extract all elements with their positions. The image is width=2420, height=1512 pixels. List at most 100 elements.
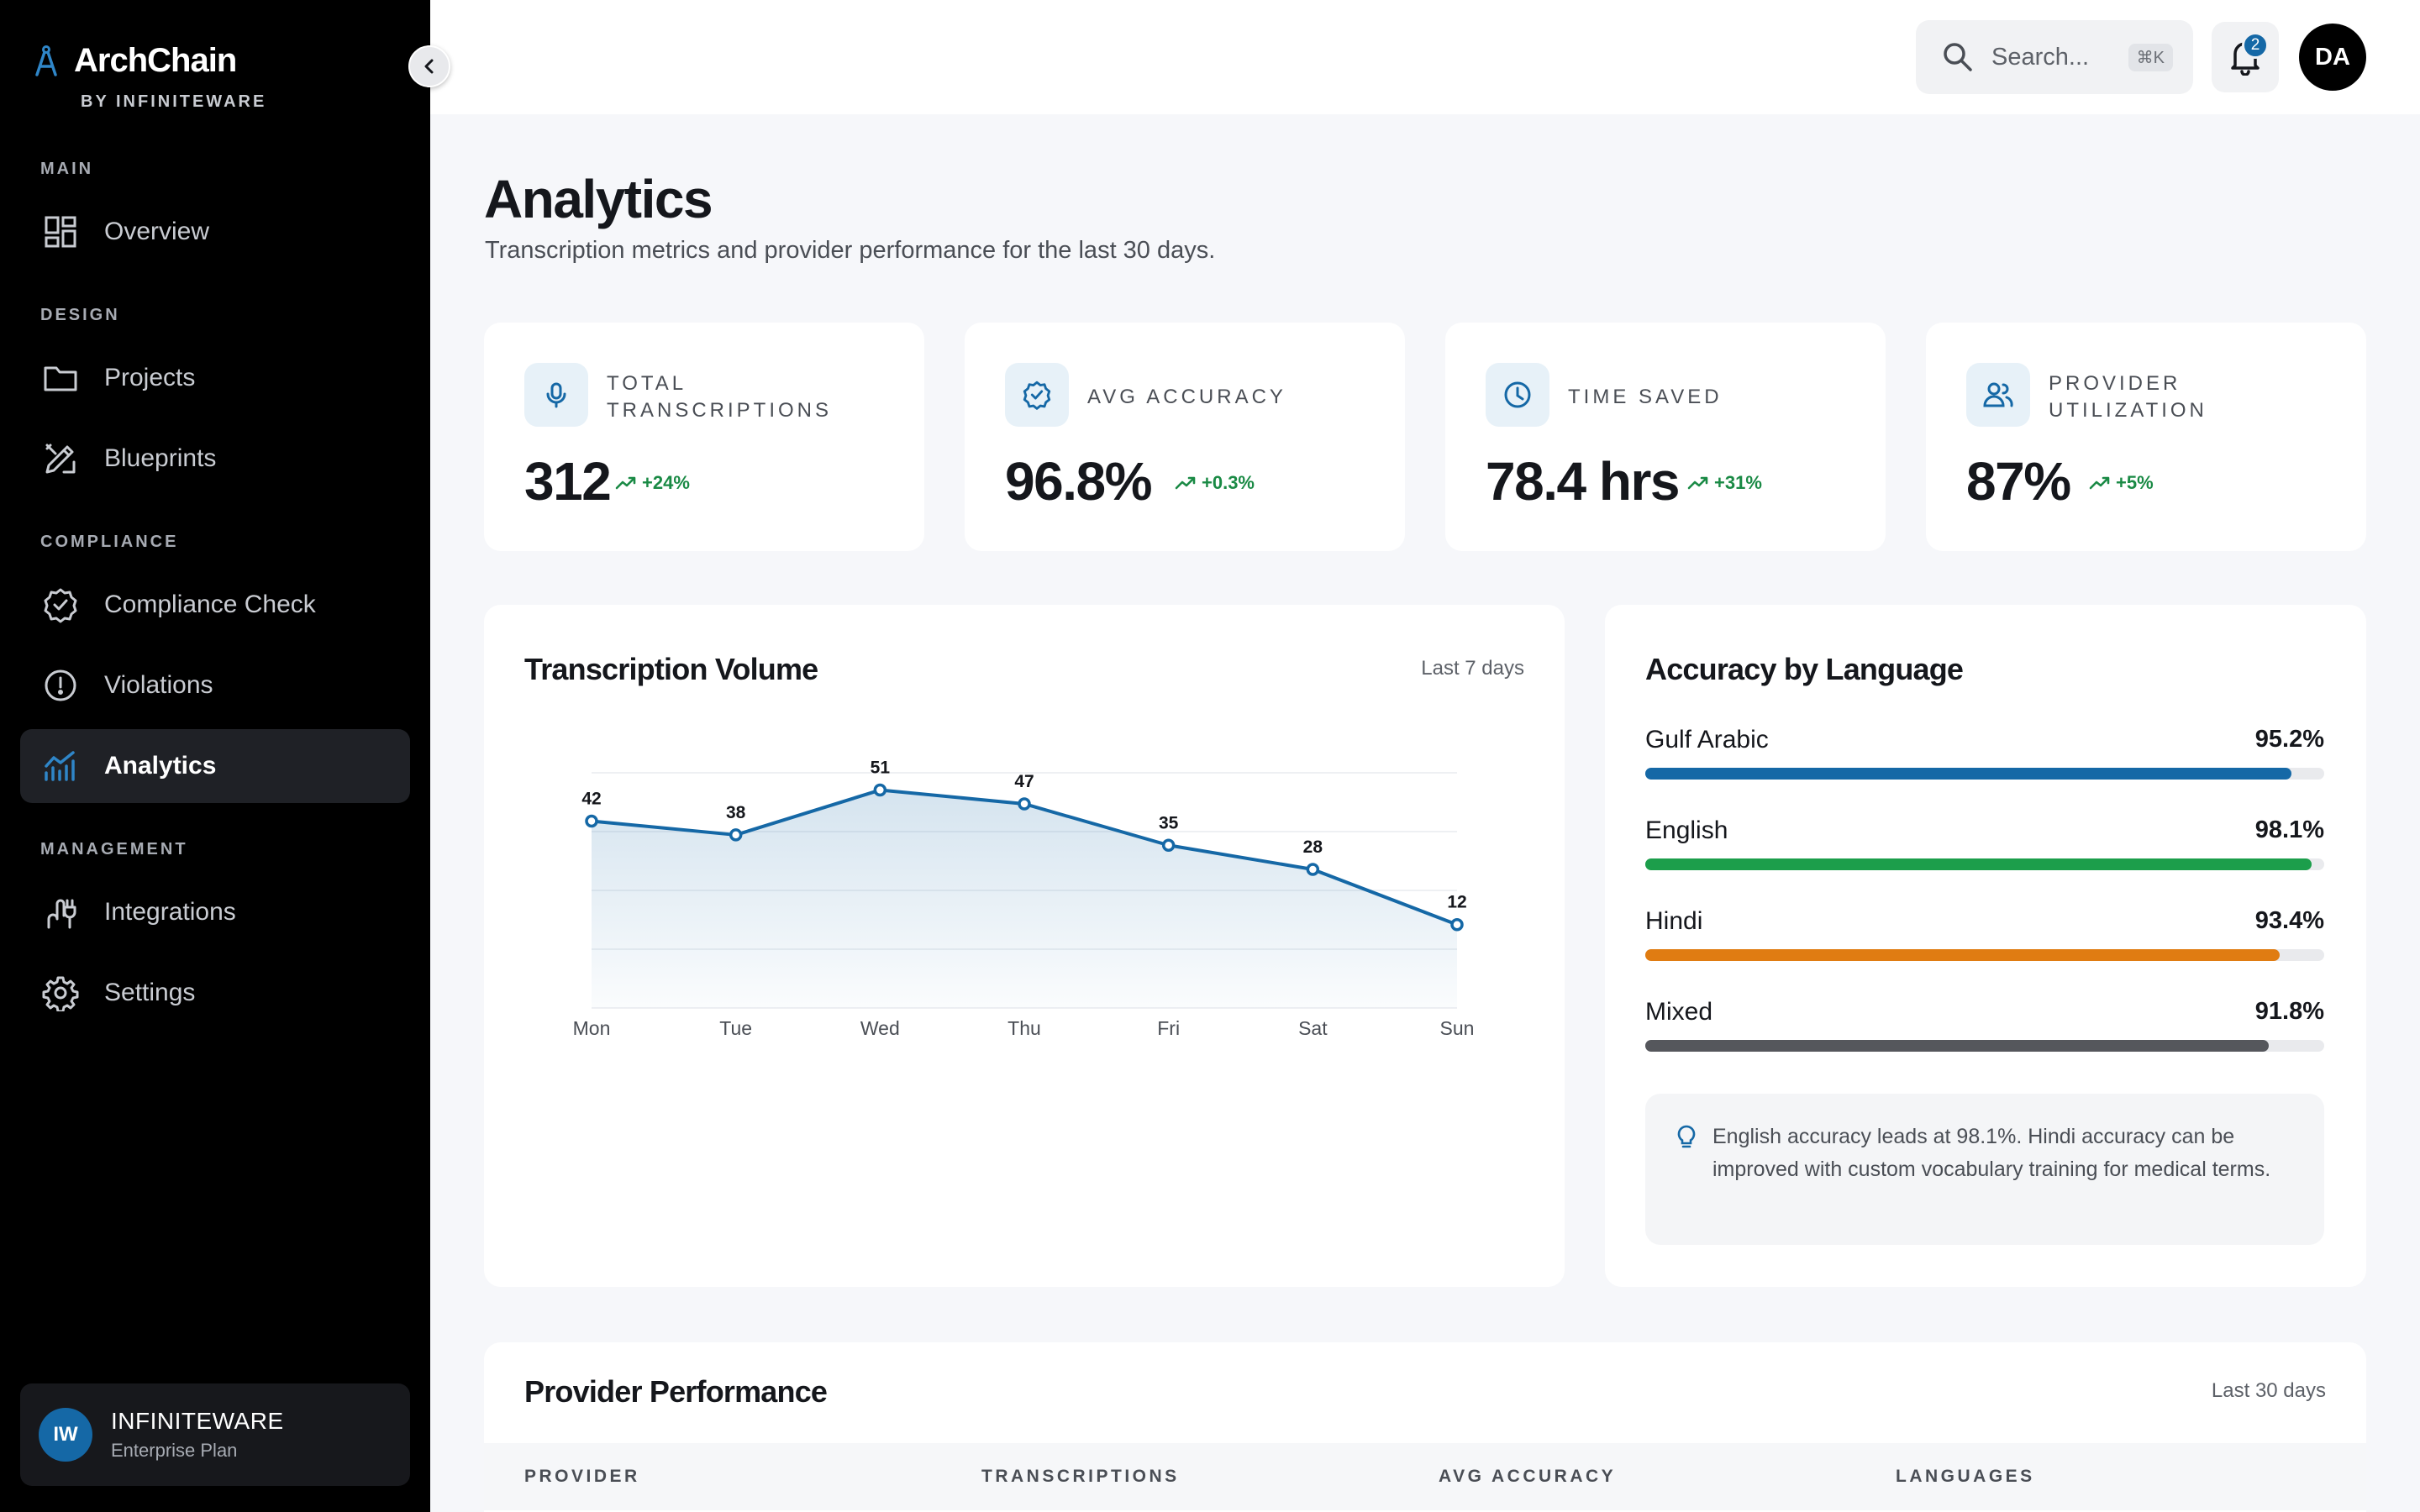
badge-check-icon <box>1023 381 1051 410</box>
sidebar-item-label: Compliance Check <box>104 591 316 618</box>
compass-logo-icon <box>35 45 57 76</box>
column-header-avg-accuracy[interactable]: AVG ACCURACY <box>1439 1467 1617 1486</box>
user-avatar[interactable]: DA <box>2299 24 2366 91</box>
nav-section-management: MANAGEMENT <box>40 840 188 858</box>
data-label: 47 <box>1014 772 1034 791</box>
sidebar-item-integrations[interactable]: Integrations <box>20 875 410 949</box>
chart-icon <box>45 751 75 781</box>
users-icon <box>1983 382 2013 407</box>
panel-title: Accuracy by Language <box>1645 652 1964 686</box>
kpi-label: AVG ACCURACY <box>1087 386 1286 408</box>
kpi-icon-box <box>1005 363 1069 427</box>
kpi-delta-value: +0.3% <box>1202 472 1255 493</box>
transcription-volume-panel: Transcription Volume Last 7 days 42 38 51 4… <box>484 605 1565 1287</box>
kpi-icon-box <box>1966 363 2030 427</box>
x-tick-label: Sat <box>1298 1017 1328 1039</box>
sidebar-item-compliance-check[interactable]: Compliance Check <box>20 568 410 642</box>
data-point[interactable] <box>1306 863 1320 876</box>
kpi-card-total-transcriptions: TOTAL TRANSCRIPTIONS 312 +24% <box>484 323 924 551</box>
panel-title: Provider Performance <box>524 1374 828 1409</box>
sidebar-item-settings[interactable]: Settings <box>20 956 410 1030</box>
accuracy-bar-track <box>1645 768 2324 780</box>
accuracy-bar-fill <box>1645 1040 2269 1052</box>
nav-section-design: DESIGN <box>40 306 120 324</box>
kpi-delta: +5% <box>2089 472 2154 494</box>
data-point[interactable] <box>873 783 887 797</box>
kpi-delta: +24% <box>615 472 690 494</box>
sidebar-item-blueprints[interactable]: Blueprints <box>20 422 410 496</box>
brand[interactable]: ArchChain <box>34 42 237 80</box>
x-tick-label: Wed <box>860 1017 900 1039</box>
column-header-provider[interactable]: PROVIDER <box>524 1467 640 1486</box>
sidebar-item-label: Overview <box>104 218 210 245</box>
data-label: 35 <box>1159 813 1179 832</box>
app-name: ArchChain <box>74 42 237 79</box>
language-name: English <box>1645 816 1728 844</box>
language-pct: 93.4% <box>2254 907 2324 934</box>
column-header-languages[interactable]: LANGUAGES <box>1896 1467 2035 1486</box>
sidebar-item-overview[interactable]: Overview <box>20 195 410 269</box>
accuracy-bar-track <box>1645 1040 2324 1052</box>
language-pct: 98.1% <box>2254 816 2324 843</box>
gear-icon <box>42 976 79 1011</box>
data-point[interactable] <box>729 828 743 842</box>
kpi-delta: +31% <box>1687 472 1762 494</box>
trend-up-icon <box>615 476 636 490</box>
org-switcher[interactable]: IW INFINITEWARE Enterprise Plan <box>20 1383 410 1486</box>
app-byline: BY INFINITEWARE <box>81 92 267 111</box>
column-header-transcriptions[interactable]: TRANSCRIPTIONS <box>981 1467 1180 1486</box>
kpi-label: TIME SAVED <box>1568 386 1723 408</box>
language-name: Gulf Arabic <box>1645 726 1769 753</box>
sidebar-item-label: Analytics <box>104 752 217 780</box>
search-placeholder: Search... <box>1991 43 2090 71</box>
sidebar-item-label: Violations <box>104 671 213 699</box>
kpi-delta-value: +31% <box>1714 472 1762 493</box>
x-tick-label: Fri <box>1157 1017 1180 1039</box>
sidebar: ArchChain BY INFINITEWARE MAIN Overview … <box>0 0 430 1512</box>
kpi-value: 312 <box>524 451 612 512</box>
provider-performance-panel: Provider Performance Last 30 days PROVID… <box>484 1342 2366 1512</box>
accuracy-by-language-panel: Accuracy by Language Gulf Arabic 95.2% E… <box>1605 605 2366 1287</box>
insight-callout: English accuracy leads at 98.1%. Hindi a… <box>1645 1094 2324 1245</box>
notifications-button[interactable]: 2 <box>2212 22 2279 92</box>
data-point[interactable] <box>1018 797 1031 811</box>
trend-up-icon <box>1687 476 1708 490</box>
kpi-card-avg-accuracy: AVG ACCURACY 96.8% +0.3% <box>965 323 1405 551</box>
sidebar-item-projects[interactable]: Projects <box>20 341 410 415</box>
language-row-english: English 98.1% <box>1645 816 2324 870</box>
language-pct: 95.2% <box>2254 726 2324 753</box>
kpi-icon-box <box>524 363 588 427</box>
kpi-value: 78.4 hrs <box>1486 451 1680 512</box>
search-input[interactable]: Search... ⌘K <box>1916 20 2193 94</box>
kpi-card-provider-utilization: PROVIDER UTILIZATION 87% +5% <box>1926 323 2366 551</box>
language-row-mixed: Mixed 91.8% <box>1645 998 2324 1052</box>
org-avatar: IW <box>39 1408 92 1462</box>
search-shortcut: ⌘K <box>2128 43 2173 71</box>
accuracy-bar-track <box>1645 949 2324 961</box>
language-name: Hindi <box>1645 907 1703 935</box>
page-title: Analytics <box>484 169 713 229</box>
language-row-gulf-arabic: Gulf Arabic 95.2% <box>1645 726 2324 780</box>
area-fill <box>592 790 1457 1008</box>
collapse-sidebar-button[interactable] <box>408 45 450 87</box>
clock-icon <box>1504 381 1531 408</box>
lightbulb-icon <box>1677 1125 1696 1148</box>
kpi-card-time-saved: TIME SAVED 78.4 hrs +31% <box>1445 323 1886 551</box>
data-point[interactable] <box>1161 838 1176 852</box>
sidebar-item-label: Blueprints <box>104 444 217 472</box>
data-label: 28 <box>1303 837 1323 857</box>
microphone-icon <box>546 382 566 408</box>
folder-icon <box>44 366 77 391</box>
data-point[interactable] <box>585 814 598 828</box>
volume-range-label: Last 7 days <box>1421 657 1524 680</box>
sidebar-item-violations[interactable]: Violations <box>20 648 410 722</box>
plug-icon <box>47 899 76 929</box>
data-point[interactable] <box>1450 917 1464 932</box>
kpi-delta-value: +5% <box>2116 472 2154 493</box>
panel-title: Transcription Volume <box>524 652 818 686</box>
pencil-ruler-icon <box>45 444 76 474</box>
kpi-icon-box <box>1486 363 1549 427</box>
kpi-delta: +0.3% <box>1175 472 1255 494</box>
sidebar-item-analytics[interactable]: Analytics <box>20 729 410 803</box>
data-label: 38 <box>726 803 746 822</box>
